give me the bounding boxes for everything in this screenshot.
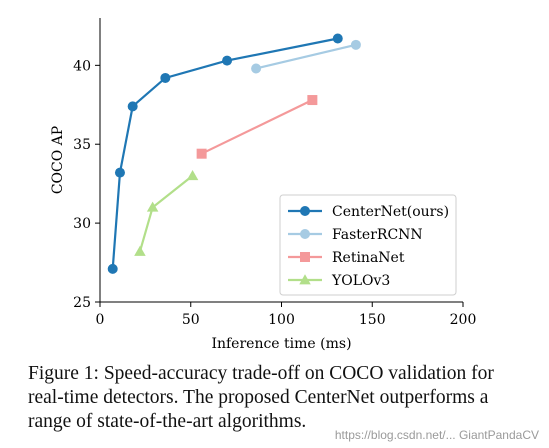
x-tick-label: 0: [96, 312, 105, 328]
y-axis-label: COCO AP: [50, 126, 66, 194]
x-tick-label: 150: [359, 312, 386, 328]
data-point: [251, 63, 262, 74]
legend-label: CenterNet(ours): [332, 204, 449, 220]
x-tick-label: 50: [182, 312, 200, 328]
series-line-1: [255, 43, 357, 70]
legend-label: YOLOv3: [331, 273, 390, 289]
data-point: [134, 245, 146, 256]
legend-marker: [300, 206, 310, 216]
y-tick-label: 35: [73, 137, 91, 153]
legend-marker: [299, 274, 311, 285]
series-line-3: [138, 174, 194, 252]
data-point: [107, 263, 118, 274]
series-line-2: [201, 99, 313, 155]
figure-caption: Figure 1: Speed-accuracy trade-off on CO…: [28, 363, 494, 432]
y-tick-label: 30: [73, 216, 91, 232]
data-point: [222, 55, 233, 66]
data-point: [350, 39, 361, 50]
data-point: [186, 170, 199, 181]
x-tick-label: 100: [268, 312, 295, 328]
watermark: https://blog.csdn.net/... GiantPandaCV: [334, 428, 539, 442]
data-point: [146, 201, 159, 212]
speed-accuracy-chart: 0 50 100 150 200 25 30 35 40 Inference time (ms) C…: [50, 18, 477, 352]
data-point: [307, 95, 318, 106]
y-tick-label: 40: [73, 58, 91, 74]
legend-marker: [300, 229, 310, 239]
data-point: [160, 72, 171, 83]
y-tick-label: 25: [73, 295, 91, 311]
x-axis-label: Inference time (ms): [211, 336, 351, 352]
data-point: [332, 33, 343, 44]
legend-marker: [300, 252, 310, 262]
legend-label: FasterRCNN: [332, 227, 423, 243]
legend-label: RetinaNet: [332, 250, 405, 266]
data-point: [127, 101, 138, 112]
chart-svg: 0 50 100 150 200 25 30 35 40 Inference time (ms) C…: [50, 18, 477, 352]
legend-box: [279, 194, 457, 296]
x-tick-label: 200: [450, 312, 477, 328]
series-line-0: [111, 37, 338, 269]
data-point: [114, 167, 125, 178]
data-point: [196, 148, 207, 159]
